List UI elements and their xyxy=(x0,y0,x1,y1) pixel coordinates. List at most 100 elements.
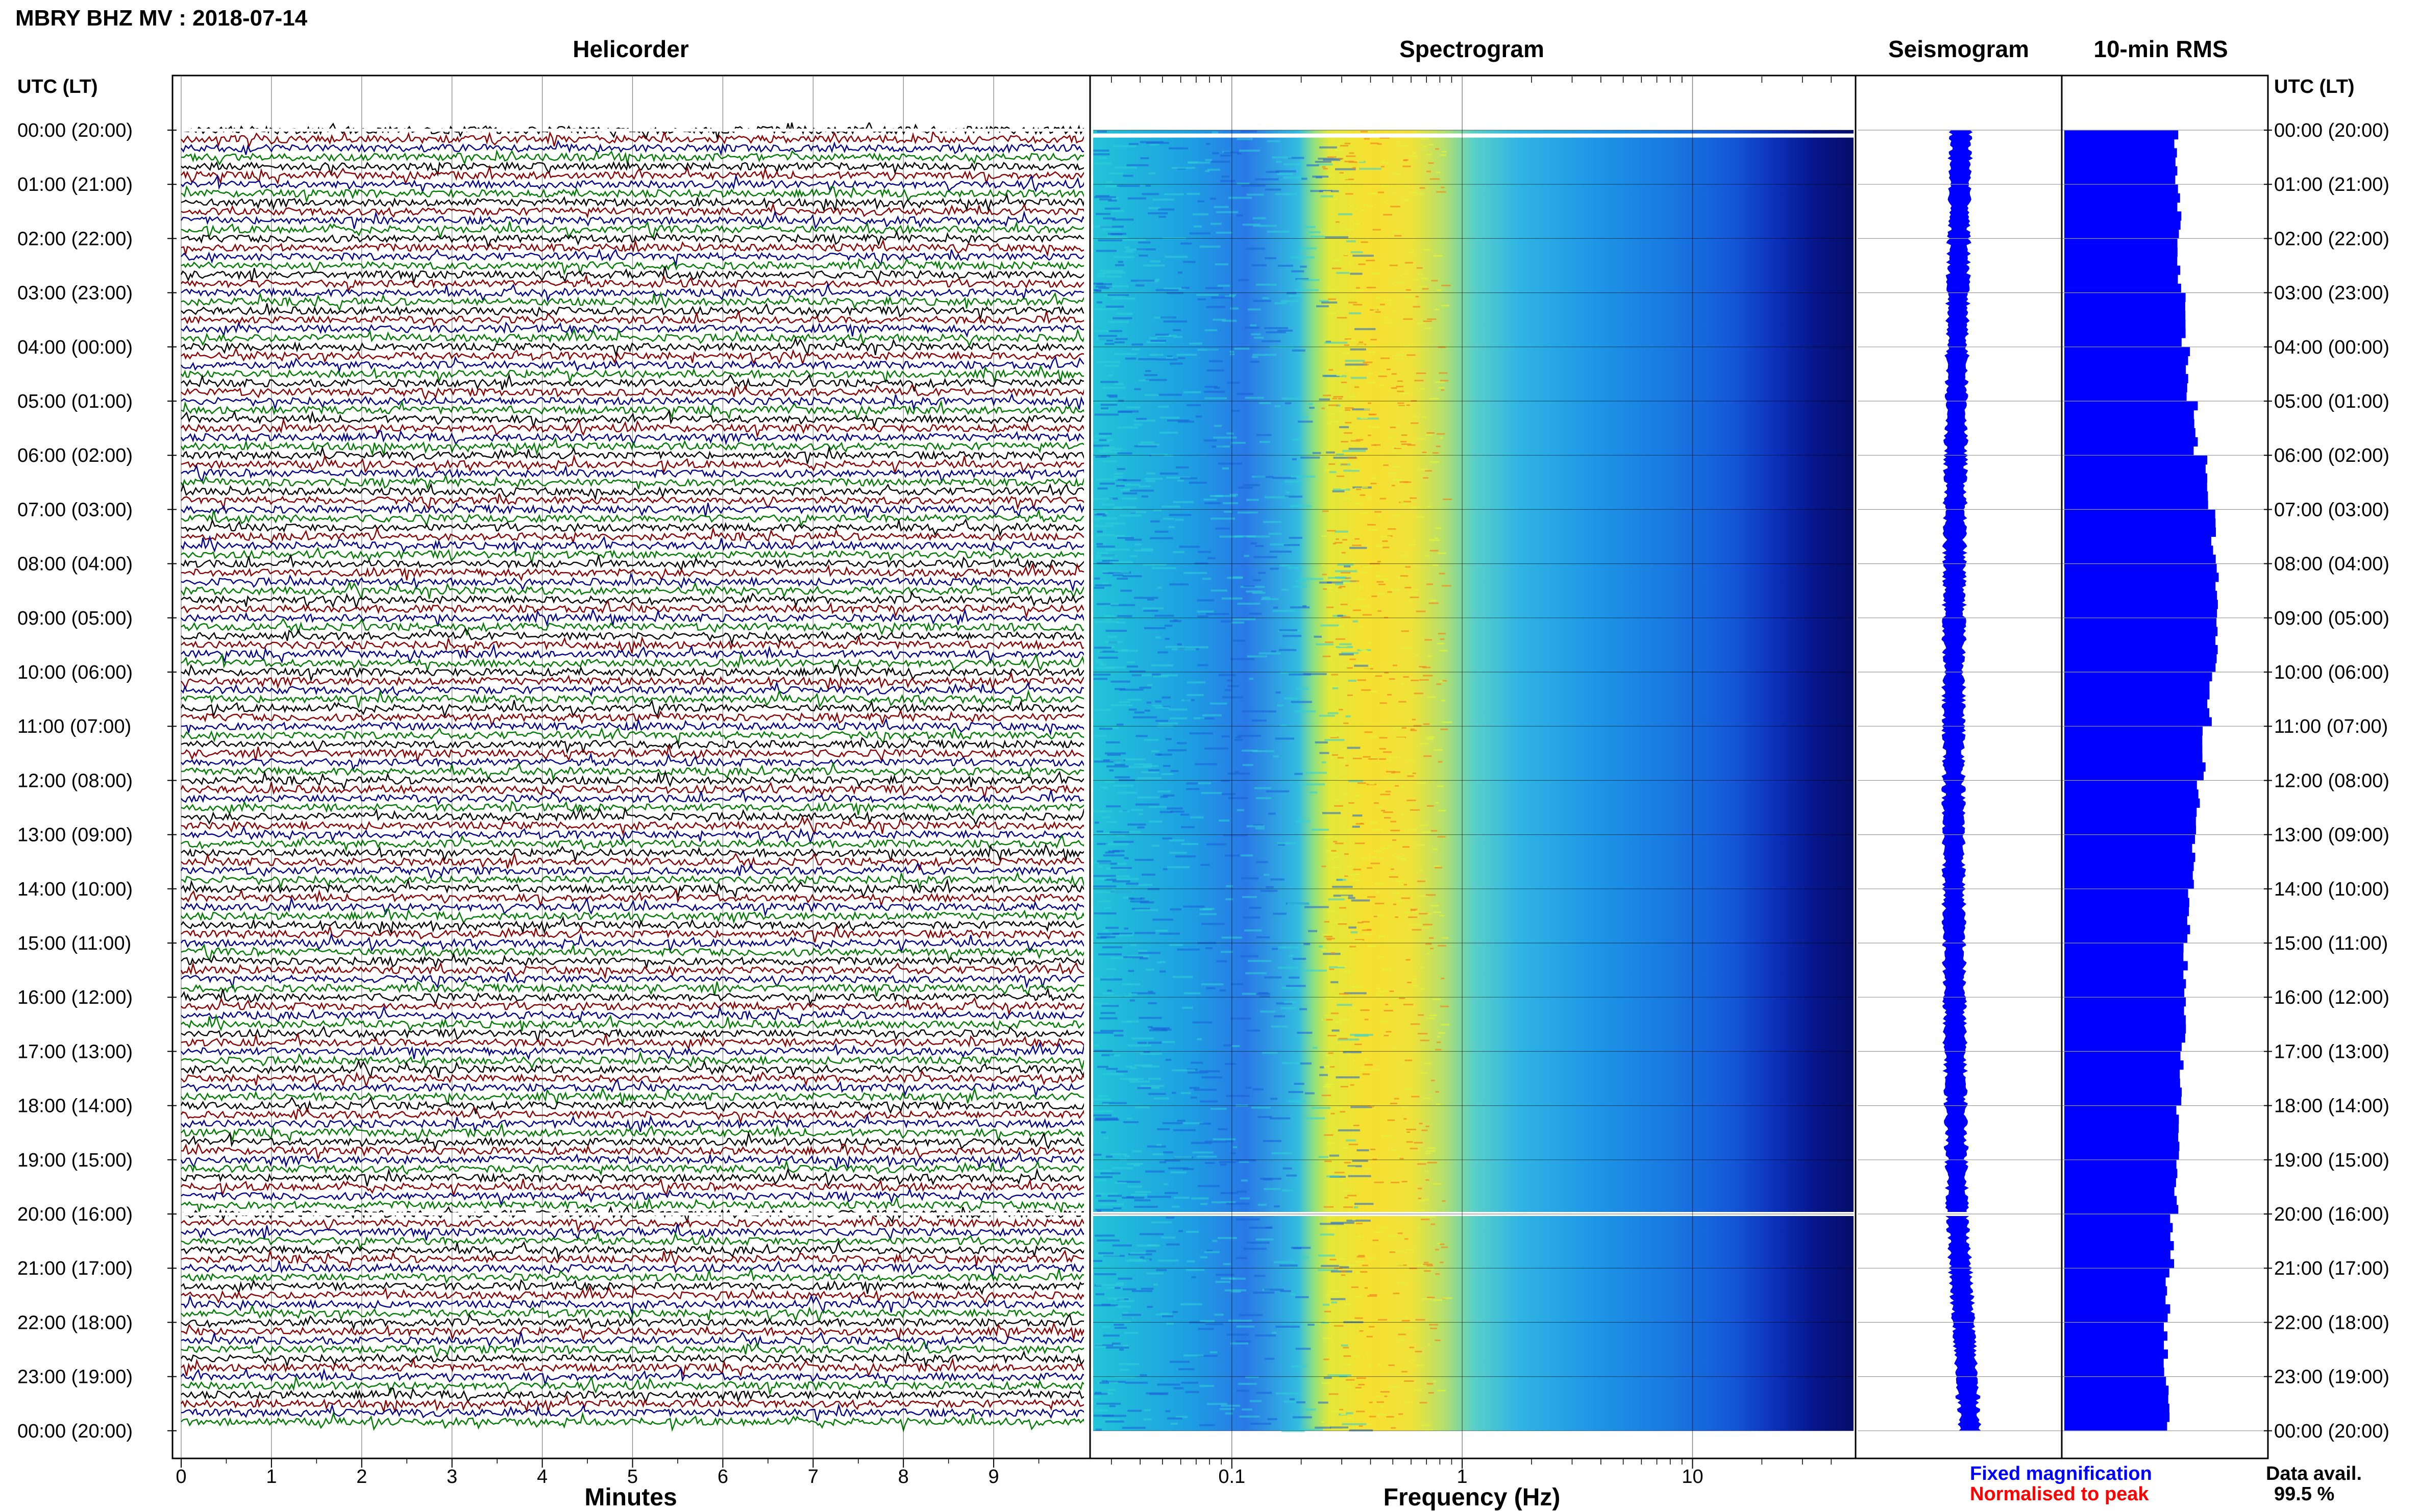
spectrogram-cell xyxy=(1180,1092,1191,1095)
spectrogram-cell xyxy=(1142,193,1159,195)
spectrogram-cell xyxy=(1282,1167,1292,1170)
spectrogram-cell xyxy=(1432,564,1439,566)
rms-bar xyxy=(2064,509,2215,519)
spectrogram-cell xyxy=(1401,1371,1408,1373)
spectrogram-cell xyxy=(1341,652,1359,654)
spectrogram-cell xyxy=(1342,539,1348,541)
spectrogram-cell xyxy=(1225,898,1233,901)
spectrogram-cell xyxy=(1429,178,1440,180)
spectrogram-cell xyxy=(1426,432,1435,434)
spectrogram-cell xyxy=(1336,374,1342,376)
spectrogram-cell xyxy=(1378,1363,1381,1365)
spectrogram-cell xyxy=(1412,416,1419,417)
spectrogram-cell xyxy=(1410,593,1418,596)
spectrogram-cell xyxy=(1379,758,1386,760)
spectrogram-cell xyxy=(1104,1418,1120,1421)
spectrogram-cell xyxy=(1339,1266,1349,1269)
spectrogram-cell xyxy=(1346,1379,1355,1381)
spectrogram-cell xyxy=(1095,285,1113,288)
rms-bar xyxy=(2064,1105,2177,1115)
spectrogram-cell xyxy=(1319,714,1335,717)
rms-bar xyxy=(2064,1132,2179,1142)
spectrogram-cell xyxy=(1404,1327,1413,1329)
spectrogram-cell xyxy=(1267,1418,1277,1421)
spectrogram-cell xyxy=(1228,1320,1252,1322)
spectrogram-cell xyxy=(1348,802,1354,804)
helicorder-trace-row xyxy=(181,1267,1084,1284)
rms-bar xyxy=(2064,238,2178,248)
spectrogram-cell xyxy=(1131,348,1140,351)
spectrogram-cell xyxy=(1334,805,1343,807)
rms-bar xyxy=(2064,1385,2169,1395)
spectrogram-cell xyxy=(1187,161,1210,164)
spectrogram-cell xyxy=(1131,908,1150,910)
spectrogram-cell xyxy=(1324,1160,1332,1162)
spectrogram-cell xyxy=(1268,812,1276,815)
spectrogram-cell xyxy=(1348,1144,1358,1146)
spectrogram-cell xyxy=(1344,497,1351,499)
spectrogram-cell xyxy=(1393,903,1396,905)
spectrogram-cell xyxy=(1099,1203,1124,1206)
spectrogram-cell xyxy=(1237,393,1254,395)
helicorder-trace-row xyxy=(181,980,1084,997)
spectrogram-cell xyxy=(1362,1265,1368,1267)
spectrogram-cell xyxy=(1352,814,1363,817)
spectrogram-cell xyxy=(1105,851,1115,854)
spectrogram-cell xyxy=(1433,1183,1442,1185)
spectrogram-cell xyxy=(1246,825,1265,828)
spectrogram-cell xyxy=(1241,750,1258,752)
spectrogram-cell xyxy=(1246,1029,1261,1032)
spectrogram-cell xyxy=(1390,1149,1398,1151)
spectrogram-cell xyxy=(1321,949,1326,951)
spectrogram-cell xyxy=(1373,850,1382,852)
helicorder-trace-row xyxy=(180,482,1084,502)
spectrogram-cell xyxy=(1437,1042,1441,1044)
spectrogram-cell xyxy=(1342,1147,1349,1149)
spectrogram-cell xyxy=(1376,987,1382,989)
spectrogram-cell xyxy=(1439,372,1448,374)
spectrogram-cell xyxy=(1152,673,1161,676)
spectrogram-cell xyxy=(1423,249,1430,251)
spectrogram-cell xyxy=(1322,510,1329,512)
spectrogram-cell xyxy=(1388,528,1396,530)
spectrogram-cell xyxy=(1291,1247,1311,1249)
spectrogram-cell xyxy=(1277,704,1284,707)
spectrogram-cell xyxy=(1355,439,1364,441)
helicorder-trace-row xyxy=(181,572,1084,592)
spectrogram-cell xyxy=(1378,592,1385,594)
spectrogram-cell xyxy=(1350,377,1367,379)
rms-bar xyxy=(2064,1042,2182,1052)
spectrogram-cell xyxy=(1106,276,1122,278)
spectrogram-cell xyxy=(1438,1032,1445,1034)
spectrogram-cell xyxy=(1114,1034,1124,1037)
spectrogram-cell xyxy=(1097,933,1119,935)
spectrogram-cell xyxy=(1417,322,1426,324)
spectrogram-cell xyxy=(1116,834,1125,837)
spectrogram-cell xyxy=(1218,1128,1228,1130)
spectrogram-cell xyxy=(1107,236,1128,239)
spectrogram-cell xyxy=(1232,639,1246,642)
spectrogram-cell xyxy=(1114,1376,1135,1378)
spectrogram-cell xyxy=(1330,981,1339,983)
spectrogram-cell xyxy=(1104,1392,1114,1395)
spectrogram-cell xyxy=(1094,308,1118,310)
spectrogram-cell xyxy=(1114,1182,1127,1184)
spectrogram-cell xyxy=(1175,855,1196,858)
rms-bar xyxy=(2064,1277,2166,1287)
spectrogram-cell xyxy=(1102,571,1122,573)
spectrogram-cell xyxy=(1097,275,1105,278)
spectrogram-cell xyxy=(1338,398,1342,400)
spectrogram-cell xyxy=(1155,753,1162,756)
spectrogram-cell xyxy=(1137,1042,1147,1044)
spectrogram-cell xyxy=(1391,588,1401,590)
spectrogram-cell xyxy=(1340,1111,1346,1113)
rms-bar xyxy=(2064,1268,2169,1278)
spectrogram-cell xyxy=(1375,306,1384,308)
spectrogram-cell xyxy=(1135,284,1145,287)
spectrogram-cell xyxy=(1134,711,1145,714)
spectrogram-cell xyxy=(1098,287,1109,289)
spectrogram-cell xyxy=(1291,1293,1296,1296)
spectrogram-cell xyxy=(1095,822,1099,824)
spectrogram-cell xyxy=(1166,357,1173,359)
spectrogram-cell xyxy=(1122,983,1141,985)
